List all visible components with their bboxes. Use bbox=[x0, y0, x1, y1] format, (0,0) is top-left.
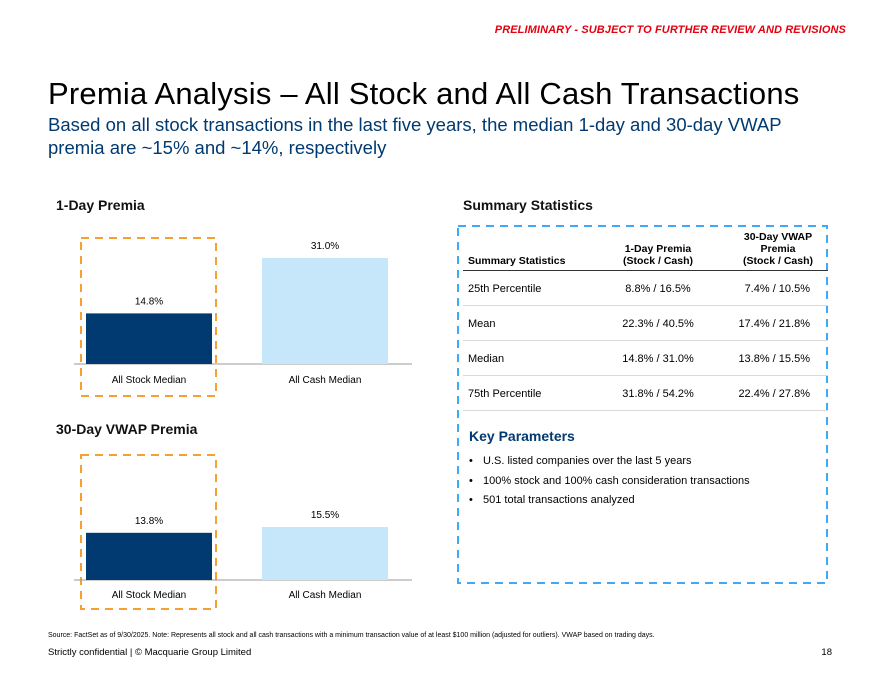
preliminary-banner: PRELIMINARY - SUBJECT TO FURTHER REVIEW … bbox=[494, 24, 846, 36]
stock-median-bar bbox=[86, 313, 212, 364]
table-row: 75th Percentile 31.8% / 54.2% 22.4% / 27.8… bbox=[463, 376, 828, 411]
cash-median-bar bbox=[262, 527, 388, 580]
table-header-label: Summary Statistics bbox=[468, 255, 566, 267]
category-label: All Cash Median bbox=[289, 375, 362, 386]
row-label: 25th Percentile bbox=[468, 283, 542, 295]
stock-highlight-box-2 bbox=[80, 454, 217, 610]
row-one-day: 8.8% / 16.5% bbox=[625, 283, 691, 295]
row-one-day: 31.8% / 54.2% bbox=[622, 388, 694, 400]
table-header-one-day: 1-Day Premia (Stock / Cash) bbox=[622, 243, 693, 267]
page-number: 18 bbox=[821, 647, 832, 658]
row-vwap: 17.4% / 21.8% bbox=[738, 318, 810, 330]
table-row: 25th Percentile 8.8% / 16.5% 7.4% / 10.5% bbox=[463, 271, 828, 306]
table-row: Median 14.8% / 31.0% 13.8% / 15.5% bbox=[463, 341, 828, 376]
vwap-premia-heading: 30-Day VWAP Premia bbox=[56, 421, 198, 437]
one-day-premia-heading: 1-Day Premia bbox=[56, 197, 145, 213]
row-label: Median bbox=[468, 353, 505, 365]
row-one-day: 14.8% / 31.0% bbox=[622, 353, 694, 365]
stock-highlight-box-1 bbox=[80, 237, 217, 397]
category-label: All Stock Median bbox=[112, 375, 186, 386]
page-subtitle: Based on all stock transactions in the l… bbox=[48, 114, 782, 158]
table-header: Summary Statistics 1-Day Premia (Stock /… bbox=[463, 226, 828, 271]
key-parameters-title: Key Parameters bbox=[469, 428, 575, 444]
key-parameters-list: U.S. listed companies over the last 5 ye… bbox=[469, 452, 750, 511]
list-item: 501 total transactions analyzed bbox=[469, 491, 750, 511]
bar-value-label: 15.5% bbox=[311, 510, 339, 521]
bar-value-label: 14.8% bbox=[135, 296, 163, 307]
summary-statistics-table: Summary Statistics 1-Day Premia (Stock /… bbox=[463, 226, 828, 411]
table-row: Mean 22.3% / 40.5% 17.4% / 21.8% bbox=[463, 306, 828, 341]
bar-value-label: 13.8% bbox=[135, 516, 163, 527]
stock-median-bar bbox=[86, 532, 212, 580]
confidential-footer: Strictly confidential | © Macquarie Grou… bbox=[48, 647, 252, 658]
row-vwap: 13.8% / 15.5% bbox=[738, 353, 810, 365]
row-one-day: 22.3% / 40.5% bbox=[622, 318, 694, 330]
row-label: 75th Percentile bbox=[468, 388, 542, 400]
bar-value-label: 31.0% bbox=[311, 241, 339, 252]
page-title: Premia Analysis – All Stock and All Cash… bbox=[48, 76, 800, 111]
cash-median-bar bbox=[262, 258, 388, 364]
table-header-vwap: 30-Day VWAP Premia (Stock / Cash) bbox=[742, 231, 813, 267]
category-label: All Cash Median bbox=[289, 590, 362, 601]
summary-statistics-heading: Summary Statistics bbox=[463, 197, 593, 213]
category-label: All Stock Median bbox=[112, 590, 186, 601]
source-footnote: Source: FactSet as of 9/30/2025. Note: R… bbox=[48, 632, 655, 639]
list-item: U.S. listed companies over the last 5 ye… bbox=[469, 452, 750, 472]
row-label: Mean bbox=[468, 318, 496, 330]
list-item: 100% stock and 100% cash consideration t… bbox=[469, 472, 750, 492]
row-vwap: 7.4% / 10.5% bbox=[744, 283, 810, 295]
summary-highlight-box bbox=[457, 225, 828, 584]
row-vwap: 22.4% / 27.8% bbox=[738, 388, 810, 400]
